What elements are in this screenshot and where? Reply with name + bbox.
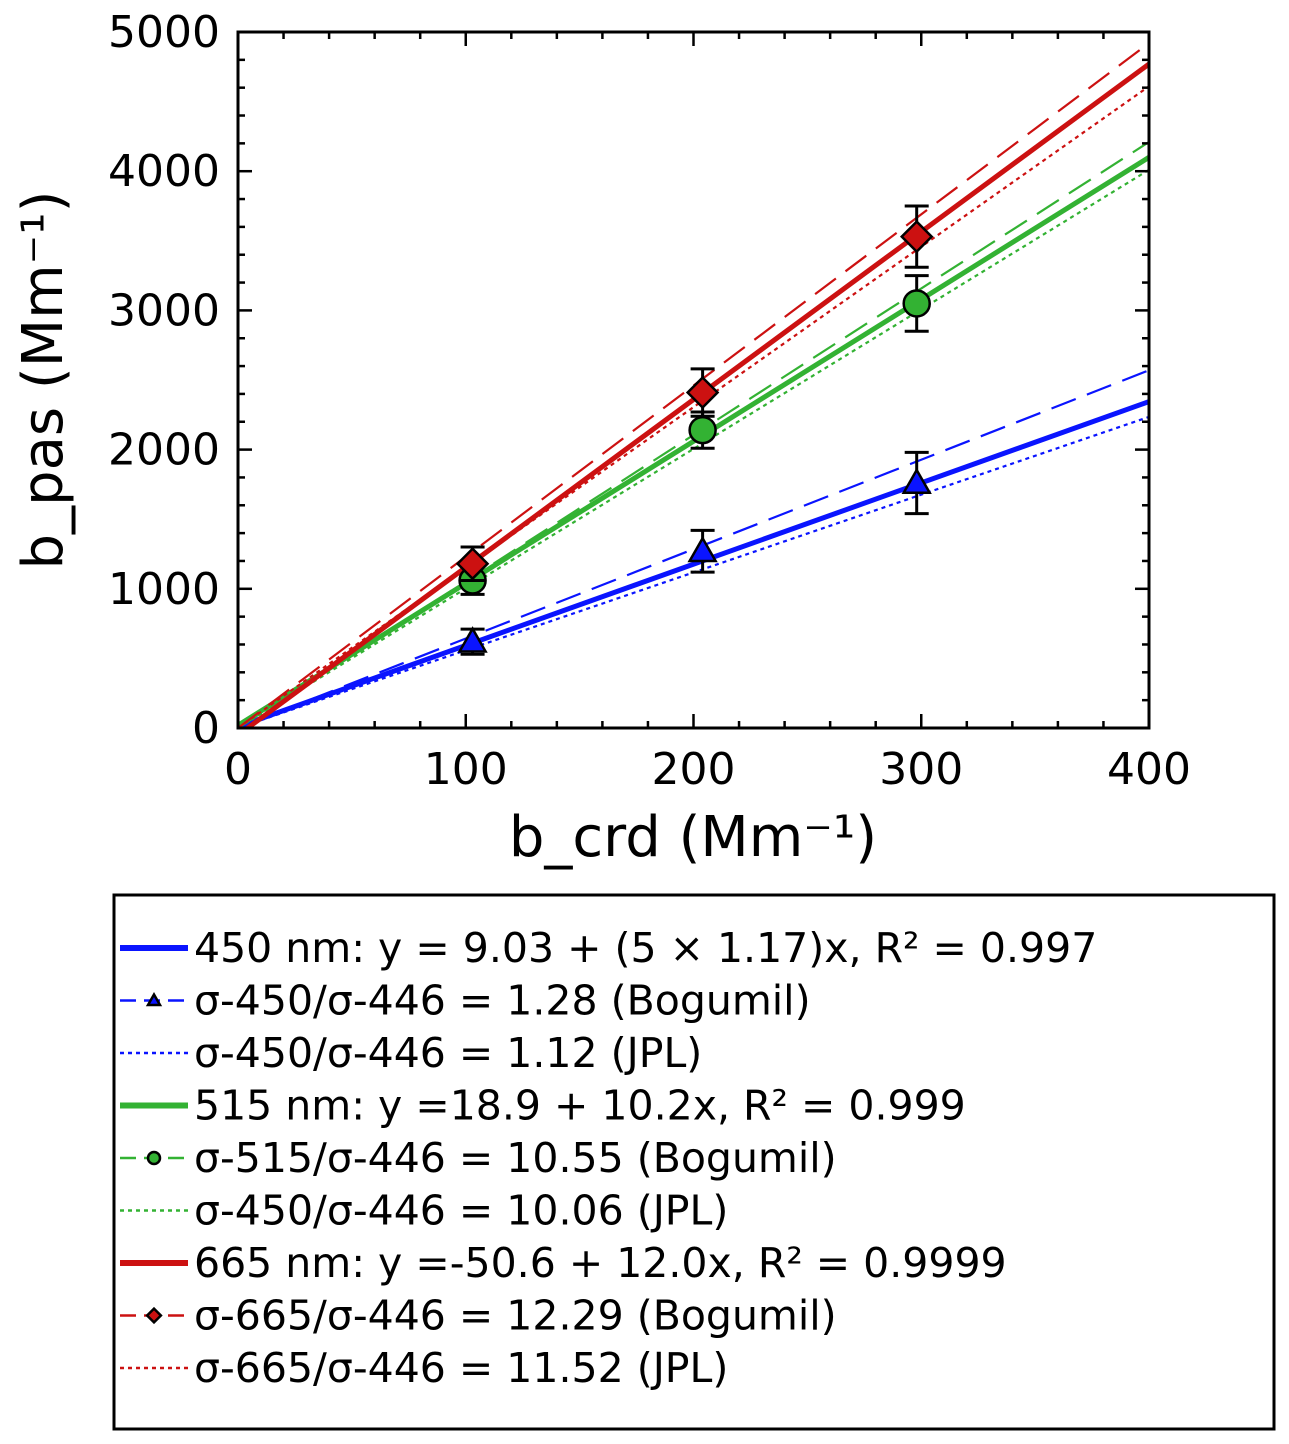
- legend: 450 nm: y = 9.03 + (5 × 1.17)x, R² = 0.9…: [120, 924, 1097, 1392]
- y-axis-ticks: 0 1000 2000 3000 4000 5000: [108, 7, 1149, 754]
- legend-label: 515 nm: y =18.9 + 10.2x, R² = 0.999: [194, 1082, 966, 1130]
- data-point: [901, 467, 932, 495]
- legend-label: σ-515/σ-446 = 10.55 (Bogumil): [194, 1134, 837, 1182]
- x-axis-ticks: 0 100 200 300 400: [224, 32, 1191, 795]
- legend-label: 450 nm: y = 9.03 + (5 × 1.17)x, R² = 0.9…: [194, 924, 1097, 972]
- series-markers: [455, 204, 934, 656]
- legend-marker: [146, 1150, 162, 1166]
- data-point: [902, 289, 931, 318]
- data-point: [688, 415, 717, 445]
- legend-label: σ-665/σ-446 = 12.29 (Bogumil): [194, 1292, 837, 1340]
- data-point: [685, 375, 720, 410]
- series-line: [238, 155, 1149, 728]
- legend-box: [112, 893, 1276, 1431]
- y-tick-label: 1000: [108, 564, 220, 615]
- y-axis-title: b_pas (Mm⁻¹): [11, 191, 76, 570]
- series-line: [238, 85, 1149, 728]
- series-line: [238, 399, 1149, 728]
- legend-label: σ-450/σ-446 = 10.06 (JPL): [194, 1187, 728, 1235]
- x-tick-label: 200: [652, 744, 736, 795]
- y-tick-label: 5000: [108, 7, 220, 58]
- x-tick-label: 300: [879, 744, 963, 795]
- y-tick-label: 2000: [108, 425, 220, 476]
- data-point: [687, 535, 718, 563]
- y-tick-label: 3000: [108, 285, 220, 336]
- y-tick-label: 4000: [108, 146, 220, 197]
- legend-label: σ-450/σ-446 = 1.28 (Bogumil): [194, 977, 811, 1025]
- legend-label: σ-665/σ-446 = 11.52 (JPL): [194, 1344, 728, 1392]
- series-line: [238, 168, 1149, 728]
- x-tick-label: 0: [224, 744, 252, 795]
- legend-label: σ-450/σ-446 = 1.12 (JPL): [194, 1029, 702, 1077]
- x-tick-label: 100: [424, 744, 508, 795]
- x-axis-title: b_crd (Mm⁻¹): [509, 805, 877, 870]
- data-point: [455, 547, 490, 581]
- legend-marker: [145, 991, 163, 1007]
- data-point: [457, 626, 488, 653]
- legend-marker: [145, 1306, 163, 1325]
- series-line: [238, 369, 1149, 728]
- data-point: [899, 219, 934, 254]
- x-tick-label: 400: [1107, 744, 1191, 795]
- plot-frame: [236, 30, 1151, 730]
- y-tick-label: 0: [192, 703, 220, 754]
- legend-label: 665 nm: y =-50.6 + 12.0x, R² = 0.9999: [194, 1239, 1007, 1287]
